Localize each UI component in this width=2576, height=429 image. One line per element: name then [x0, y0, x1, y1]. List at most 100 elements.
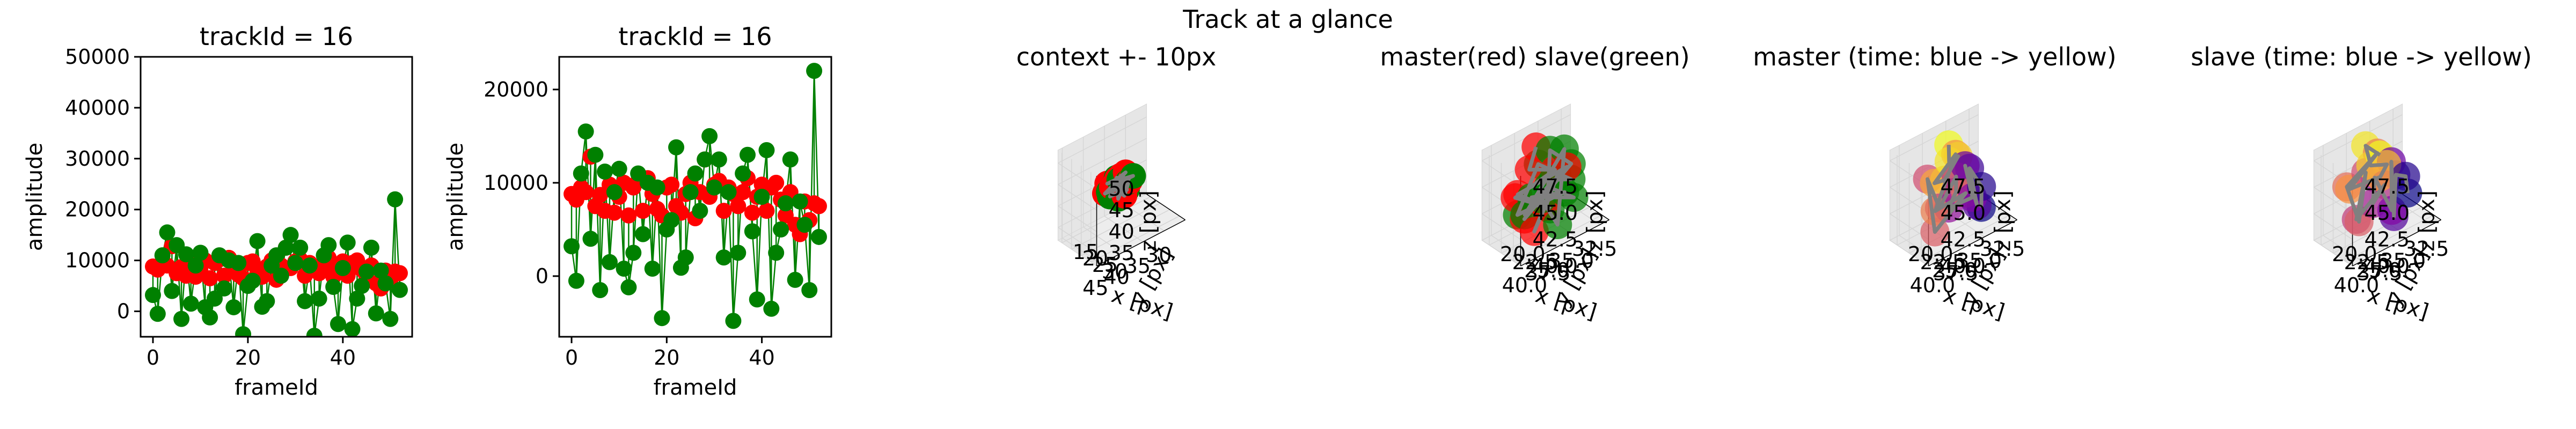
master-point	[202, 270, 218, 286]
slave-point	[225, 299, 242, 315]
x-tick-label: 35	[1125, 254, 1151, 278]
master-point	[577, 184, 594, 201]
slave-point	[192, 245, 209, 261]
y-tick-label: 40000	[65, 96, 130, 120]
grid-line	[1921, 214, 2010, 262]
chart-title: master(red) slave(green)	[1380, 42, 1689, 71]
z-tick-label: 40.0	[1941, 254, 1986, 278]
master-point	[810, 198, 827, 214]
y-axis-label: amplitude	[443, 143, 468, 251]
slave-point	[363, 239, 379, 256]
slave-point	[592, 282, 609, 298]
grid-line	[1058, 184, 1097, 211]
slave-point	[663, 212, 680, 228]
slave-point	[753, 189, 770, 205]
slave-point	[311, 290, 327, 307]
slave-point	[207, 290, 223, 307]
slave-point	[159, 224, 175, 241]
master-point	[663, 176, 680, 193]
master-point	[592, 187, 609, 203]
slave-point	[187, 257, 204, 274]
grid-line	[2314, 213, 2353, 240]
slave-point	[277, 239, 294, 256]
y-tick-label: 10000	[65, 249, 130, 272]
slave-point	[625, 245, 642, 261]
master-point	[730, 198, 747, 214]
x-axis-edge	[1520, 219, 1609, 267]
grid-line	[1890, 240, 1929, 267]
slave-point	[306, 328, 323, 337]
slave-point	[606, 184, 623, 201]
grid-line	[1062, 196, 1151, 243]
slave-point	[806, 63, 823, 79]
slave-point	[720, 184, 737, 201]
z-axis-label: z [px]	[1991, 190, 2016, 252]
slave-point	[682, 184, 699, 201]
z-tick-label: 42.5	[1941, 228, 1986, 252]
slave-point	[145, 287, 161, 304]
z-tick-label: 47.5	[1533, 175, 1578, 198]
slave-point	[154, 247, 171, 264]
slave-point	[377, 275, 394, 292]
slave-point	[349, 290, 365, 307]
master-point	[715, 203, 732, 219]
grid-line	[1482, 240, 1521, 267]
grid-line	[1104, 216, 1144, 242]
slave-point	[810, 228, 827, 245]
slave-point	[597, 164, 613, 180]
grid-line	[1091, 216, 1180, 263]
slave-point	[577, 123, 594, 140]
x-axis-label: frameId	[654, 375, 737, 400]
slave-point	[230, 255, 247, 271]
slave-point	[573, 165, 589, 182]
x-tick-label: 35.0	[2380, 249, 2426, 273]
z-tick-label: 47.5	[2365, 175, 2410, 198]
y-tick-label: 15	[1073, 240, 1099, 264]
grid-line	[1083, 226, 1123, 254]
slave-point	[568, 272, 584, 289]
axes-frame	[558, 56, 832, 338]
x-tick-label: 30	[1146, 243, 1172, 267]
z-axis-label: z [px]	[1137, 190, 1161, 252]
x-tick-label: 40	[330, 346, 356, 369]
slave-point	[668, 139, 685, 156]
figure-suptitle: Track at a glance	[1182, 5, 1393, 34]
master-point	[768, 174, 785, 191]
grid-line	[1058, 162, 1097, 189]
z-tick-label: 45.0	[2365, 201, 2410, 225]
x-tick-label: 40.0	[1502, 273, 1548, 297]
x-tick-label: 45	[1082, 276, 1108, 300]
slave-point	[259, 293, 275, 309]
slave-point	[801, 282, 818, 298]
y-tick-label: 50000	[65, 45, 130, 69]
chart-title: master (time: blue -> yellow)	[1753, 42, 2116, 71]
y-tick-label: 20.0	[1908, 242, 1953, 266]
slave-point	[725, 313, 742, 329]
master-point	[606, 204, 623, 221]
slave-point	[620, 279, 637, 295]
slave-point	[216, 280, 232, 297]
master-point	[620, 207, 637, 224]
slave-point	[715, 249, 732, 266]
slave-point	[339, 234, 356, 251]
slave-point	[711, 151, 727, 168]
x-tick-label: 32.5	[1572, 237, 1618, 261]
x-axis-edge	[1928, 219, 2017, 267]
track-path	[2345, 144, 2410, 224]
grid-line	[1482, 213, 1521, 240]
z-tick-label: 45.0	[1533, 201, 1578, 225]
slave-point	[287, 255, 304, 271]
grid-line	[1058, 205, 1097, 232]
slave-point	[358, 263, 375, 280]
y-tick-label: 25.0	[1932, 258, 1978, 282]
master-point	[635, 203, 651, 219]
y-tick-label: 20000	[65, 198, 130, 221]
chart-title: context +- 10px	[1016, 42, 1217, 71]
grid-line	[2314, 187, 2353, 213]
grid-line	[1890, 114, 1979, 161]
x-tick-label: 40.0	[2334, 273, 2380, 297]
slave-point	[763, 300, 780, 317]
z-tick-label: 42.5	[2365, 228, 2410, 252]
slave-point	[730, 245, 747, 261]
slave-point	[273, 268, 289, 284]
